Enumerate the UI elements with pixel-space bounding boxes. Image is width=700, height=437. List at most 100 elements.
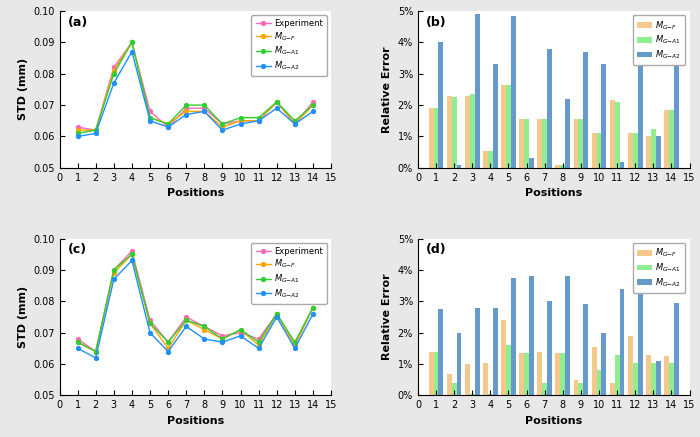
Experiment <box>237 330 245 335</box>
$M_{G\mathregular{-}F}$ <box>92 349 100 354</box>
Bar <box>615 102 620 168</box>
$M_{G\mathregular{-}A2}$ <box>237 333 245 339</box>
$M_{G\mathregular{-}A1}$ <box>290 118 299 123</box>
$M_{G\mathregular{-}A1}$ <box>309 305 317 310</box>
Bar <box>465 364 470 395</box>
$M_{G\mathregular{-}A1}$ <box>237 327 245 332</box>
Bar <box>428 351 433 395</box>
Bar <box>592 347 596 395</box>
Text: (a): (a) <box>68 16 88 29</box>
Bar <box>669 363 674 395</box>
Bar <box>433 351 438 395</box>
$M_{G\mathregular{-}A2}$ <box>272 106 281 111</box>
$M_{G\mathregular{-}F}$ <box>182 318 190 323</box>
$M_{G\mathregular{-}A2}$ <box>164 349 172 354</box>
$M_{G\mathregular{-}A2}$ <box>254 346 262 351</box>
$M_{G\mathregular{-}F}$ <box>218 125 227 130</box>
$M_{G\mathregular{-}A1}$ <box>146 115 154 120</box>
Bar <box>470 94 475 168</box>
Experiment <box>254 336 262 342</box>
Experiment <box>182 106 190 111</box>
Bar <box>578 383 583 395</box>
$M_{G\mathregular{-}F}$ <box>200 109 209 114</box>
Bar <box>638 64 643 168</box>
$M_{G\mathregular{-}A2}$ <box>237 121 245 127</box>
Bar <box>493 64 498 168</box>
$M_{G\mathregular{-}F}$ <box>74 128 82 133</box>
$M_{G\mathregular{-}A2}$ <box>290 346 299 351</box>
Bar <box>620 289 624 395</box>
$M_{G\mathregular{-}A1}$ <box>92 349 100 354</box>
Line: $M_{G\mathregular{-}A2}$: $M_{G\mathregular{-}A2}$ <box>76 259 315 360</box>
Bar <box>560 353 565 395</box>
Bar <box>511 278 516 395</box>
Line: $M_{G\mathregular{-}F}$: $M_{G\mathregular{-}F}$ <box>76 252 315 354</box>
Bar <box>669 110 674 168</box>
Bar <box>470 394 475 395</box>
Line: $M_{G\mathregular{-}A1}$: $M_{G\mathregular{-}A1}$ <box>76 252 315 354</box>
Bar <box>596 133 601 168</box>
Bar <box>651 363 656 395</box>
$M_{G\mathregular{-}A2}$ <box>110 80 118 86</box>
Experiment <box>74 125 82 130</box>
Experiment <box>200 106 209 111</box>
Experiment <box>272 311 281 316</box>
Bar <box>529 159 534 168</box>
$M_{G\mathregular{-}A1}$ <box>200 324 209 329</box>
Bar <box>628 336 633 395</box>
$M_{G\mathregular{-}F}$ <box>164 346 172 351</box>
Line: Experiment: Experiment <box>76 40 315 132</box>
$M_{G\mathregular{-}F}$ <box>309 305 317 310</box>
Line: $M_{G\mathregular{-}A2}$: $M_{G\mathregular{-}A2}$ <box>76 50 315 139</box>
Bar <box>615 355 620 395</box>
Bar <box>633 363 638 395</box>
Bar <box>573 119 578 168</box>
$M_{G\mathregular{-}A2}$ <box>110 277 118 282</box>
$M_{G\mathregular{-}A1}$ <box>146 321 154 326</box>
Y-axis label: Relative Error: Relative Error <box>382 46 392 133</box>
Bar <box>452 383 456 395</box>
$M_{G\mathregular{-}A1}$ <box>110 267 118 273</box>
Bar <box>547 301 552 395</box>
$M_{G\mathregular{-}F}$ <box>74 340 82 345</box>
Bar <box>529 276 534 395</box>
Bar <box>483 151 488 168</box>
$M_{G\mathregular{-}A2}$ <box>182 324 190 329</box>
Experiment <box>164 340 172 345</box>
Line: Experiment: Experiment <box>76 249 315 354</box>
Bar <box>538 351 542 395</box>
$M_{G\mathregular{-}A2}$ <box>92 355 100 361</box>
Legend: $M_{G\mathregular{-}F}$, $M_{G\mathregular{-}A1}$, $M_{G\mathregular{-}A2}$: $M_{G\mathregular{-}F}$, $M_{G\mathregul… <box>633 243 685 293</box>
$M_{G\mathregular{-}A2}$ <box>309 109 317 114</box>
$M_{G\mathregular{-}F}$ <box>290 121 299 127</box>
$M_{G\mathregular{-}A2}$ <box>146 118 154 123</box>
$M_{G\mathregular{-}A2}$ <box>92 131 100 136</box>
Bar <box>456 165 461 168</box>
Bar <box>465 96 470 168</box>
Bar <box>475 308 480 395</box>
Line: $M_{G\mathregular{-}F}$: $M_{G\mathregular{-}F}$ <box>76 40 315 132</box>
Experiment <box>110 267 118 273</box>
Legend: $M_{G\mathregular{-}F}$, $M_{G\mathregular{-}A1}$, $M_{G\mathregular{-}A2}$: $M_{G\mathregular{-}F}$, $M_{G\mathregul… <box>633 15 685 65</box>
Experiment <box>92 349 100 354</box>
$M_{G\mathregular{-}A1}$ <box>218 121 227 127</box>
Text: (b): (b) <box>426 16 447 29</box>
$M_{G\mathregular{-}A2}$ <box>290 121 299 127</box>
$M_{G\mathregular{-}A1}$ <box>254 115 262 120</box>
$M_{G\mathregular{-}F}$ <box>254 118 262 123</box>
$M_{G\mathregular{-}F}$ <box>200 327 209 332</box>
Experiment <box>200 324 209 329</box>
Line: $M_{G\mathregular{-}A1}$: $M_{G\mathregular{-}A1}$ <box>76 40 315 135</box>
$M_{G\mathregular{-}A2}$ <box>182 112 190 117</box>
Experiment <box>218 121 227 127</box>
$M_{G\mathregular{-}A1}$ <box>127 40 136 45</box>
Text: (c): (c) <box>68 243 87 256</box>
Bar <box>674 303 679 395</box>
Experiment <box>146 109 154 114</box>
$M_{G\mathregular{-}A1}$ <box>74 131 82 136</box>
Bar <box>656 361 661 395</box>
Bar <box>519 119 524 168</box>
$M_{G\mathregular{-}A1}$ <box>164 121 172 127</box>
Experiment <box>290 343 299 348</box>
Experiment <box>309 99 317 104</box>
